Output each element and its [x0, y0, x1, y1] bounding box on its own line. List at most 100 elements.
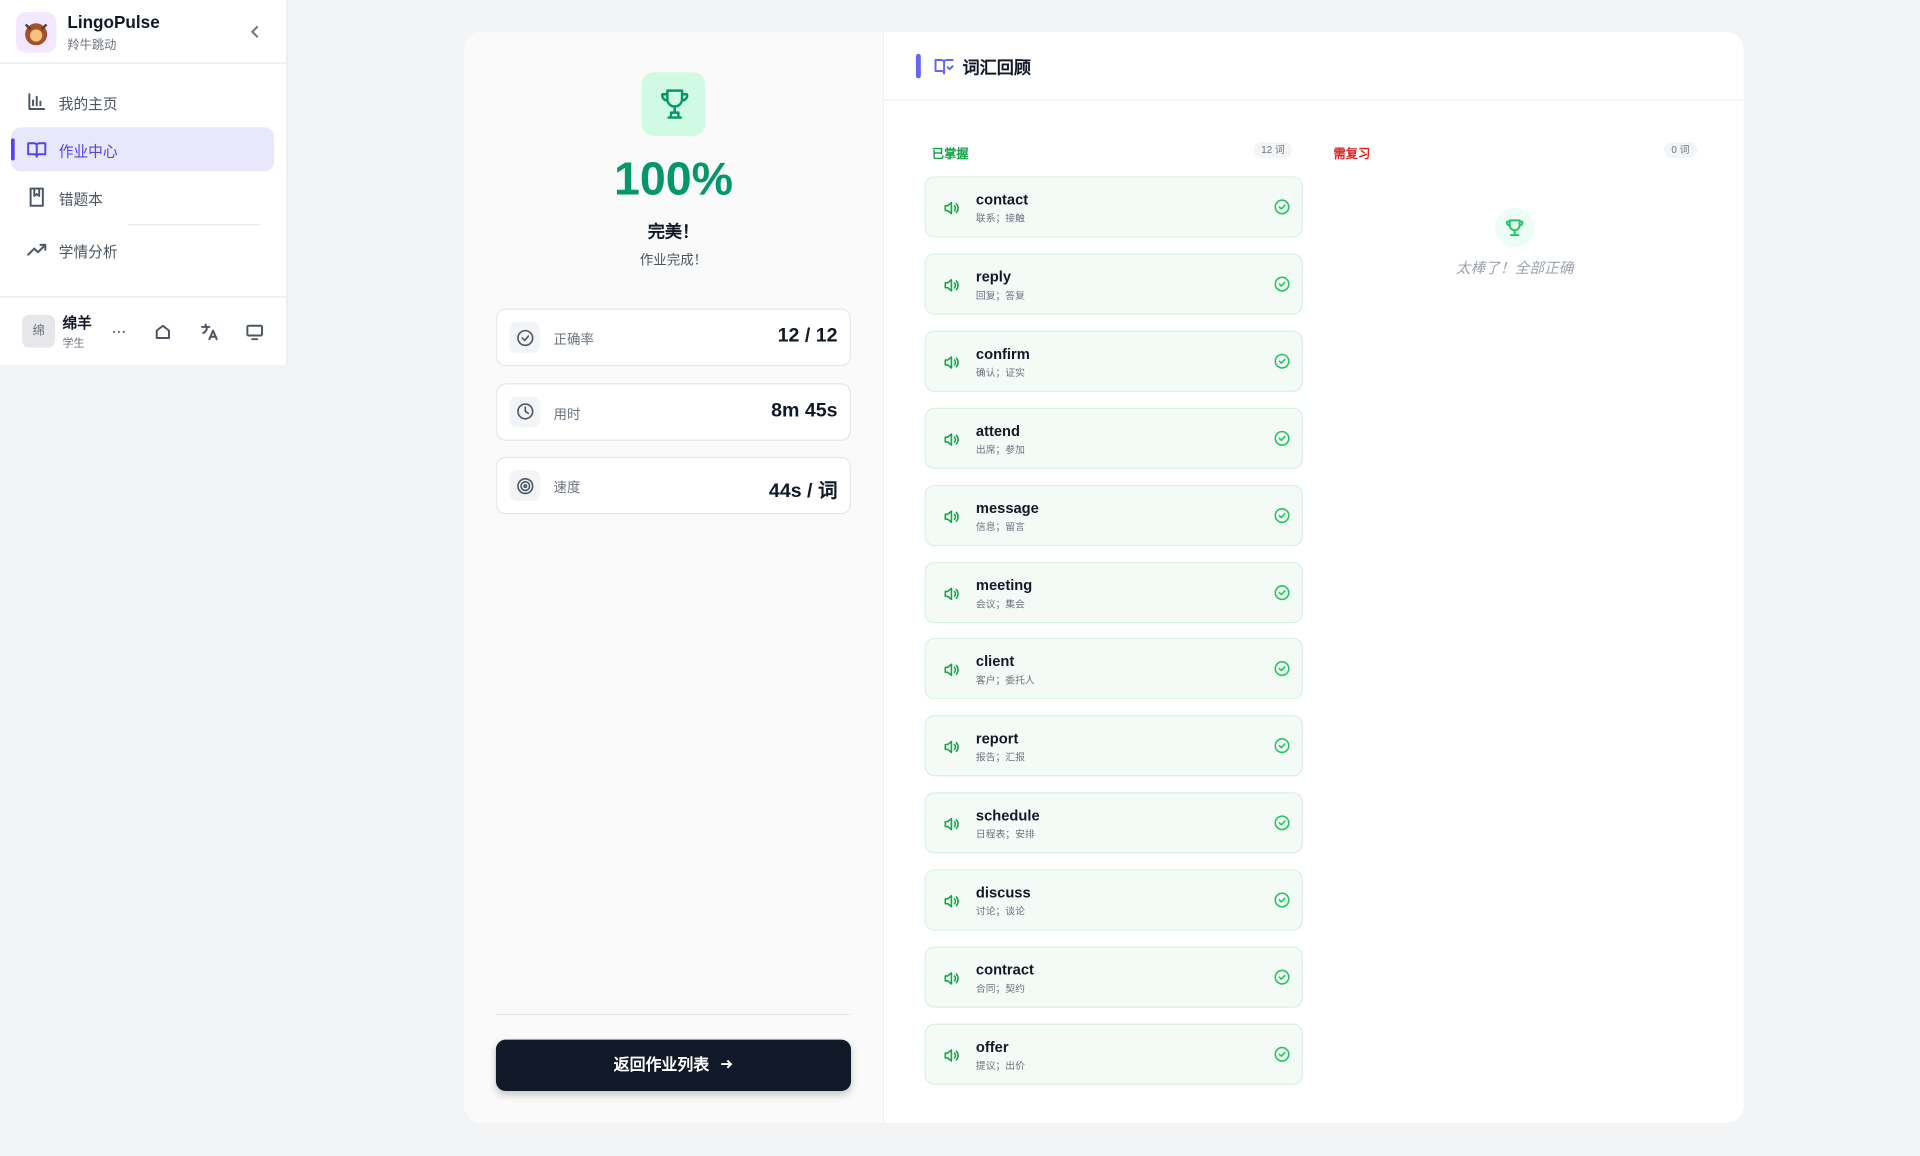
check-icon — [1274, 1046, 1290, 1062]
speaker-button[interactable] — [943, 200, 960, 217]
word: reply — [975, 268, 1012, 286]
nav-item[interactable]: 我的主页 — [11, 80, 274, 124]
word: contract — [975, 961, 1034, 979]
word-meaning: 合同；契约 — [975, 983, 1025, 995]
check-icon — [1274, 738, 1290, 754]
user-name: 绵羊 — [62, 314, 92, 332]
result-subtitle: 作业完成！ — [639, 253, 708, 269]
empty-icon-badge — [1495, 208, 1535, 248]
mastered-count: 12 词 — [1253, 142, 1292, 158]
home-button[interactable] — [154, 323, 171, 340]
score-percent: 100% — [613, 154, 733, 206]
speaker-button[interactable] — [943, 508, 960, 525]
nav-icon — [27, 243, 47, 256]
language-button[interactable] — [201, 323, 218, 341]
speaker-button[interactable] — [943, 354, 960, 371]
mastered-label: 已掌握 — [931, 148, 969, 162]
word-card: discuss 讨论；谈论 — [924, 869, 1303, 931]
trophy-badge — [641, 72, 706, 136]
word-card: offer 提议；出价 — [924, 1023, 1303, 1085]
word-card: reply 回复；答复 — [924, 253, 1303, 315]
nav-item[interactable]: 学情分析 — [11, 228, 274, 272]
word: confirm — [975, 345, 1030, 363]
word-meaning: 回复；答复 — [975, 290, 1025, 302]
speaker-button[interactable] — [943, 431, 960, 448]
stat-value: 44s / 词 — [768, 481, 838, 503]
nav-label: 作业中心 — [58, 143, 118, 161]
word: meeting — [975, 576, 1033, 594]
nav-item[interactable]: 作业中心 — [11, 127, 275, 172]
word-card: message 信息；留言 — [924, 484, 1303, 546]
word-card: client 客户；委托人 — [924, 638, 1303, 700]
word: attend — [975, 422, 1021, 440]
word-card: contact 联系；接触 — [924, 176, 1303, 238]
word-card: schedule 日程表；安排 — [924, 792, 1303, 854]
display-button[interactable] — [246, 323, 264, 341]
speaker-button[interactable] — [943, 816, 960, 833]
nav-item[interactable]: 错题本 — [11, 175, 274, 219]
trophy-icon — [1506, 219, 1524, 237]
book-icon — [934, 59, 954, 75]
check-icon — [1274, 507, 1290, 523]
result-card: 100% 完美！ 作业完成！ 正确率 12 / 12 用时 8m 45s 速度 44s /… — [464, 31, 1744, 1123]
arrow-icon — [720, 1059, 733, 1069]
logo-icon — [24, 23, 48, 46]
stat-value: 8m 45s — [771, 399, 838, 421]
user-avatar: 绵 — [22, 314, 56, 348]
logo — [15, 12, 57, 53]
review-label: 需复习 — [1333, 148, 1371, 162]
divider — [495, 1013, 852, 1016]
word-meaning: 日程表；安排 — [975, 829, 1035, 841]
nav-label: 错题本 — [58, 191, 103, 209]
stat-label: 正确率 — [553, 333, 594, 348]
check-icon — [1274, 815, 1290, 831]
stat-icon-box — [509, 470, 541, 501]
check-icon — [1274, 353, 1290, 369]
check-icon — [1274, 276, 1290, 292]
word: report — [975, 730, 1019, 748]
nav-icon — [28, 93, 46, 110]
stat-value: 12 / 12 — [777, 325, 838, 347]
speaker-button[interactable] — [943, 893, 960, 910]
word-meaning: 确认；证实 — [975, 367, 1025, 379]
word-card: meeting 会议；集会 — [924, 561, 1303, 623]
word-meaning: 客户；委托人 — [975, 675, 1035, 687]
speaker-button[interactable] — [943, 739, 960, 756]
empty-message: 太棒了！全部正确 — [1455, 259, 1574, 277]
speaker-button[interactable] — [943, 662, 960, 679]
word-meaning: 联系；接触 — [975, 213, 1025, 225]
stat-label: 速度 — [553, 481, 581, 496]
divider — [882, 99, 1744, 101]
collapse-button[interactable] — [246, 23, 263, 40]
word: discuss — [975, 884, 1031, 902]
word-meaning: 提议；出价 — [975, 1060, 1025, 1072]
back-button[interactable]: 返回作业列表 — [495, 1039, 852, 1092]
word-meaning: 信息；留言 — [975, 521, 1025, 533]
stat-label: 用时 — [553, 407, 581, 422]
speaker-button[interactable] — [943, 585, 960, 602]
word-meaning: 会议；集会 — [975, 598, 1025, 610]
word-meaning: 讨论；谈论 — [975, 906, 1025, 918]
divider — [0, 62, 287, 64]
stat-icon — [516, 477, 533, 494]
brand-subtitle: 羚牛跳动 — [67, 39, 117, 53]
stat-card: 正确率 12 / 12 — [495, 308, 852, 367]
result-title: 完美！ — [647, 221, 700, 242]
more-button[interactable] — [110, 323, 127, 340]
check-icon — [1274, 892, 1290, 908]
speaker-button[interactable] — [943, 1047, 960, 1064]
word-meaning: 报告；汇报 — [975, 752, 1025, 764]
word: contact — [975, 191, 1029, 209]
word-card: attend 出席；参加 — [924, 407, 1303, 469]
check-icon — [1274, 969, 1290, 985]
word: offer — [975, 1038, 1009, 1056]
check-icon — [1274, 661, 1290, 677]
active-indicator — [11, 138, 15, 161]
nav-icon — [27, 142, 47, 158]
speaker-button[interactable] — [943, 970, 960, 987]
word: message — [975, 499, 1039, 517]
speaker-button[interactable] — [943, 277, 960, 294]
nav-icon — [29, 187, 44, 207]
